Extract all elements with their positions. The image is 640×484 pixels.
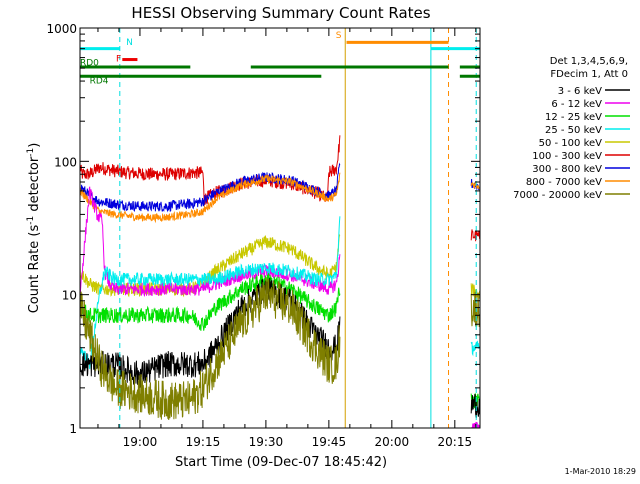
plot-frame xyxy=(79,27,481,429)
legend-entry-label-0: 3 - 6 keV xyxy=(558,86,602,97)
series-7-trace-after-gap xyxy=(470,393,480,419)
y-axis-label-mid: detector xyxy=(27,156,42,216)
y-axis-label-exp2: -1 xyxy=(26,148,36,157)
legend-header-line-0: Det 1,3,4,5,6,9, xyxy=(550,56,628,67)
legend-entry-label-6: 300 - 800 keV xyxy=(532,164,602,175)
x-tick-label-3: 19:45 xyxy=(312,435,347,449)
series-5-trace xyxy=(80,216,341,370)
y-tick-label-1: 10 xyxy=(62,289,77,303)
series-2-trace xyxy=(80,172,341,224)
flag-label-s: S xyxy=(336,31,342,41)
legend: Det 1,3,4,5,6,9, FDecim 1, Att 0 3 - 6 keV… xyxy=(513,56,630,201)
plot-layer xyxy=(80,28,480,428)
series-6-trace xyxy=(80,273,341,331)
y-axis-label: Count Rate (s-1 detector-1) xyxy=(26,143,42,314)
flag-label-rd0: RD0 xyxy=(80,59,99,69)
series-1-trace xyxy=(80,162,341,213)
y-axis-label-prefix: Count Rate (s xyxy=(27,225,42,314)
y-tick-label-0: 1 xyxy=(69,422,77,436)
y-tick-label-3: 1000 xyxy=(46,22,77,36)
x-axis-label: Start Time (09-Dec-07 18:45:42) xyxy=(175,455,387,470)
x-tick-label-0: 19:00 xyxy=(123,435,158,449)
legend-entry-label-4: 50 - 100 keV xyxy=(539,138,603,149)
series-0-trace-after-gap xyxy=(470,229,480,242)
x-tick-label-4: 20:00 xyxy=(375,435,410,449)
legend-header-line-1: FDecim 1, Att 0 xyxy=(550,69,628,80)
y-axis-label-suffix: ) xyxy=(27,143,42,148)
y-axis-label-exp1: -1 xyxy=(26,216,36,225)
plot-timestamp: 1-Mar-2010 18:29 xyxy=(565,467,636,476)
y-tick-label-2: 100 xyxy=(54,155,77,169)
legend-entry-label-8: 7000 - 20000 keV xyxy=(513,190,602,201)
x-tick-label-5: 20:15 xyxy=(438,435,473,449)
legend-entry-label-7: 800 - 7000 keV xyxy=(526,177,602,188)
chart-title: HESSI Observing Summary Count Rates xyxy=(131,4,430,22)
flag-label-n: N xyxy=(126,38,133,48)
flag-label-f: F xyxy=(116,55,121,65)
legend-entry-label-1: 6 - 12 keV xyxy=(551,99,602,110)
legend-entry-label-2: 12 - 25 keV xyxy=(545,112,602,123)
x-tick-label-2: 19:30 xyxy=(249,435,284,449)
x-tick-label-1: 19:15 xyxy=(186,435,221,449)
series-2-trace-after-gap xyxy=(470,180,480,190)
flag-label-rd4: RD4 xyxy=(90,77,109,87)
series-8-trace-after-gap xyxy=(470,291,480,327)
axes: 19:00 19:15 19:30 19:45 20:00 20:15 1 10 100 1000 xyxy=(46,22,480,449)
legend-entry-label-5: 100 - 300 keV xyxy=(532,151,602,162)
legend-entry-label-3: 25 - 50 keV xyxy=(545,125,602,136)
series-8-trace xyxy=(80,277,341,421)
